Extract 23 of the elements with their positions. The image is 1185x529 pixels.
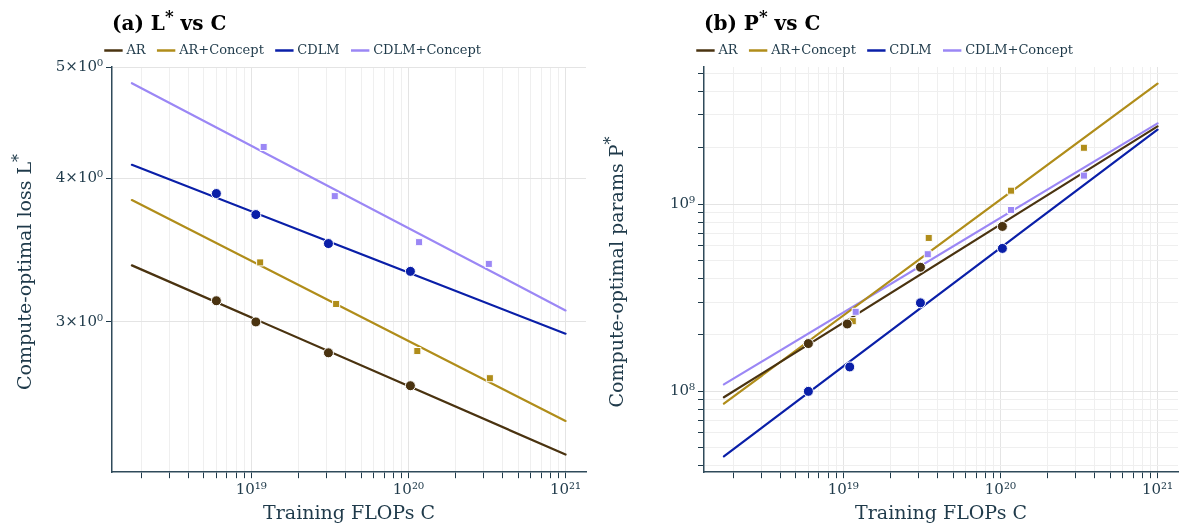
- legend-label: AR+Concept: [178, 41, 265, 57]
- legend-label: CDLM+Concept: [373, 41, 482, 57]
- x-axis-title: Training FLOPs C: [855, 500, 1027, 523]
- chart-title: (b) P$^{*}$ vs C: [704, 6, 821, 35]
- legend-label: CDLM+Concept: [965, 41, 1074, 57]
- y-tick-label: 10⁸: [669, 381, 695, 400]
- y-tick-label: 5×10⁰: [55, 56, 103, 75]
- x-tick-label: 10¹⁹: [827, 480, 859, 499]
- legend-label: CDLM: [297, 41, 340, 57]
- x-axis-title: Training FLOPs C: [263, 500, 435, 523]
- x-tick-label: 10²⁰: [392, 480, 424, 499]
- y-tick-label: 4×10⁰: [55, 168, 103, 187]
- x-tick-label: 10¹⁹: [235, 480, 267, 499]
- y-tick-label: 3×10⁰: [55, 311, 103, 330]
- legend-label: AR: [125, 41, 147, 57]
- legend-label: CDLM: [889, 41, 932, 57]
- legend-label: AR: [717, 41, 739, 57]
- x-tick-label: 10²¹: [1141, 480, 1174, 499]
- chart-title: (a) L$^{*}$ vs C: [112, 6, 227, 35]
- legend-label: AR+Concept: [770, 41, 857, 57]
- x-tick-label: 10²⁰: [984, 480, 1016, 499]
- y-tick-label: 10⁹: [669, 194, 695, 213]
- x-tick-label: 10²¹: [549, 480, 582, 499]
